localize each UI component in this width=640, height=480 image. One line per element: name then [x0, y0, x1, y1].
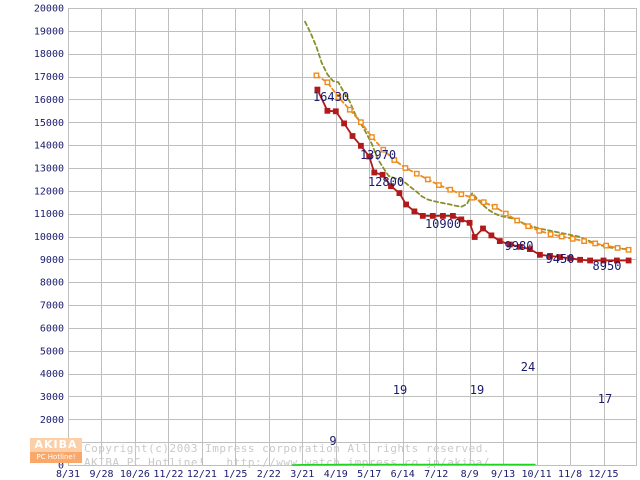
x-tick-label: 10/26	[120, 469, 150, 480]
point-label: 9	[329, 434, 336, 448]
point-label: 19	[393, 383, 407, 397]
y-tick-label: 18000	[34, 49, 64, 60]
akiba-logo-line1: AKIBA	[30, 438, 82, 452]
x-tick-label: 12/15	[588, 469, 618, 480]
y-tick-label: 15000	[34, 118, 64, 129]
grid-lines	[68, 8, 637, 466]
x-tick-label: 3/21	[290, 469, 314, 480]
y-tick-label: 14000	[34, 141, 64, 152]
y-tick-label: 13000	[34, 163, 64, 174]
y-tick-label: 2000	[40, 415, 64, 426]
data-point-annotations: 16430 13970 12800 10900 9980 9450 8950 9 19 19 24 1…	[313, 90, 622, 448]
point-label: 12800	[368, 175, 404, 189]
x-tick-label: 11/8	[558, 469, 582, 480]
y-tick-label: 6000	[40, 323, 64, 334]
y-tick-label: 17000	[34, 72, 64, 83]
point-label: 17	[598, 392, 612, 406]
point-label: 16430	[313, 90, 349, 104]
y-tick-label: 4000	[40, 369, 64, 380]
series-lowest-red	[314, 86, 632, 264]
svg-text:Copyright(c)2003 Impress corpo: Copyright(c)2003 Impress corporation All…	[84, 442, 490, 455]
y-tick-label: 0	[58, 461, 64, 472]
y-tick-label: 9000	[40, 255, 64, 266]
point-label: 9450	[546, 252, 575, 266]
point-label: 10900	[425, 217, 461, 231]
y-tick-label: 5000	[40, 346, 64, 357]
point-label: 19	[470, 383, 484, 397]
watermark-text-layer: Copyright(c)2003 Impress corporation All…	[84, 442, 490, 469]
y-tick-label: 10000	[34, 232, 64, 243]
x-tick-label: 8/31	[56, 469, 80, 480]
y-tick-label: 8000	[40, 278, 64, 289]
x-tick-label: 12/21	[187, 469, 217, 480]
x-axis-tick-labels: 8/31 9/28 10/26 11/22 12/21 1/25 2/22 3/21 4/19 5…	[56, 469, 619, 480]
series-count-green	[291, 463, 536, 466]
x-tick-label: 4/19	[324, 469, 348, 480]
y-tick-label: 11000	[34, 209, 64, 220]
y-tick-label: 3000	[40, 392, 64, 403]
y-tick-label: 7000	[40, 301, 64, 312]
series-middle-orange	[313, 72, 632, 253]
point-label: 8950	[593, 259, 622, 273]
x-tick-label: 6/14	[391, 469, 415, 480]
point-label: 24	[521, 360, 535, 374]
y-tick-label: 12000	[34, 186, 64, 197]
svg-text:AKIBA PC Hotline! http://www: AKIBA PC Hotline! http://www.watch.impre…	[84, 456, 490, 469]
x-tick-label: 9/28	[89, 469, 113, 480]
y-tick-label: 16000	[34, 95, 64, 106]
x-tick-label: 11/22	[153, 469, 183, 480]
point-label: 13970	[360, 148, 396, 162]
x-tick-label: 9/13	[491, 469, 515, 480]
x-tick-label: 7/12	[424, 469, 448, 480]
x-tick-label: 10/11	[522, 469, 552, 480]
series-layer	[291, 20, 632, 466]
akiba-logo-watermark: AKIBA PC Hotline!	[30, 438, 82, 464]
akiba-logo-line2: PC Hotline!	[30, 452, 82, 463]
y-tick-label: 20000	[34, 4, 64, 15]
x-tick-label: 2/22	[257, 469, 281, 480]
point-label: 9980	[505, 239, 534, 253]
x-tick-label: 1/25	[223, 469, 247, 480]
x-tick-label: 8/9	[461, 469, 479, 480]
y-tick-label: 19000	[34, 26, 64, 37]
x-tick-label: 5/17	[357, 469, 381, 480]
